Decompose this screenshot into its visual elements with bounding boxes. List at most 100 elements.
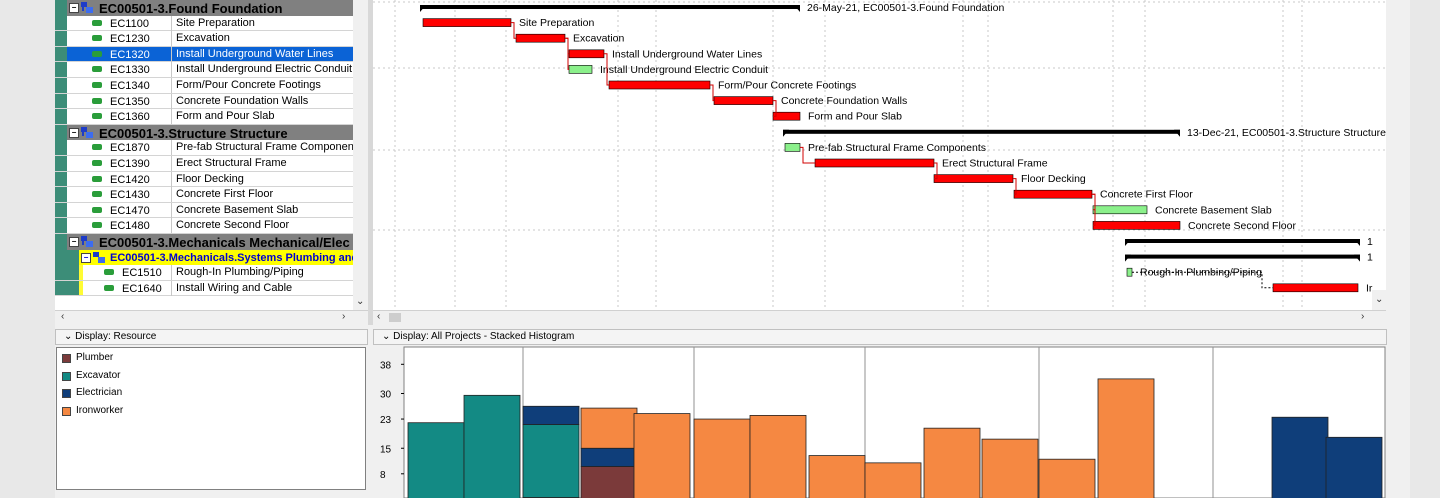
resource-pane: ⌄ Display: Resource Plumber Excavator Elec… <box>55 329 368 498</box>
histogram-bar <box>463 394 521 498</box>
activity-row[interactable]: EC1360 Form and Pour Slab <box>55 109 367 125</box>
wbs-level-strip <box>55 202 67 218</box>
wbs-level-strip <box>55 0 67 16</box>
collapse-icon[interactable]: − <box>69 237 79 247</box>
wbs-level-strip <box>55 62 67 77</box>
activity-row[interactable]: EC1350 Concrete Foundation Walls <box>55 93 367 110</box>
activity-id: EC1100 <box>110 17 149 30</box>
gantt-horizontal-scrollbar[interactable]: ‹ › <box>373 310 1386 325</box>
activity-row[interactable]: EC1330 Install Underground Electric Condu… <box>55 62 367 78</box>
activity-id: EC1420 <box>110 173 150 186</box>
activity-id: EC1330 <box>110 64 150 77</box>
activity-row[interactable]: EC1640 Install Wiring and Cable <box>55 280 367 297</box>
relationship-line <box>604 53 609 86</box>
wbs-level-strip <box>55 280 67 296</box>
activity-bar-icon <box>92 222 102 229</box>
scroll-thumb[interactable] <box>389 313 401 322</box>
relationship-line <box>800 146 815 164</box>
relationship-line <box>511 22 516 39</box>
chevron-left-icon[interactable]: ‹ <box>61 311 65 322</box>
resource-name: Electrician <box>76 387 123 398</box>
activity-row[interactable]: EC1340 Form/Pour Concrete Footings <box>55 78 367 94</box>
gantt-vertical-scrollbar[interactable]: ⌄ <box>1372 290 1386 310</box>
activity-id: EC1390 <box>110 158 150 170</box>
wbs-label: EC00501-3.Mechanicals Mechanical/Elec <box>99 235 350 250</box>
wbs-label: EC00501-3.Mechanicals.Systems Plumbing a… <box>110 251 359 264</box>
wbs-level-strip <box>67 265 79 280</box>
histogram-bar <box>981 438 1039 498</box>
activity-bar <box>1013 189 1093 199</box>
chevron-down-icon[interactable]: ⌄ <box>356 296 365 307</box>
chevron-right-icon[interactable]: › <box>1361 311 1365 322</box>
activity-row[interactable]: EC1100 Site Preparation <box>55 15 367 32</box>
activity-bar <box>1092 205 1148 215</box>
histogram-bar <box>1271 416 1329 498</box>
wbs-level-strip <box>55 234 67 250</box>
table-horizontal-scrollbar[interactable]: ‹ › <box>55 310 368 325</box>
activity-bar-icon <box>92 66 102 73</box>
wbs-row[interactable]: − EC00501-3.Mechanicals Mechanical/Elec <box>55 234 367 250</box>
wbs-level-strip <box>55 31 67 46</box>
summary-bar-cap <box>1125 254 1131 262</box>
gantt-chart[interactable]: 26-May-21, EC00501-3.Found Foundation 13-… <box>373 0 1386 310</box>
chevron-down-icon: ⌄ <box>64 331 76 342</box>
histogram-bar <box>749 415 807 498</box>
histogram-bar <box>407 422 465 498</box>
summary-bar-cap <box>1354 239 1360 246</box>
activity-bar <box>1126 267 1133 277</box>
wbs-row[interactable]: − EC00501-3.Found Foundation <box>55 0 367 16</box>
activity-bar <box>568 49 605 59</box>
wbs-level-strip <box>67 249 79 266</box>
collapse-icon[interactable]: − <box>69 127 79 138</box>
activity-row[interactable]: EC1420 Floor Decking <box>55 171 367 188</box>
activity-row[interactable]: EC1510 Rough-In Plumbing/Piping <box>55 265 367 281</box>
activity-row-selected[interactable]: EC1320 Install Underground Water Lines <box>55 46 367 63</box>
histogram-bar <box>522 405 580 425</box>
resource-pane-header[interactable]: ⌄ Display: Resource <box>55 329 368 345</box>
summary-bar-cap <box>420 5 426 12</box>
activity-bar-label: Concrete Basement Slab <box>1155 204 1272 216</box>
left-margin <box>0 0 55 498</box>
wbs-level-strip <box>55 249 67 266</box>
wbs-icon <box>81 236 93 247</box>
histogram-pane-header[interactable]: ⌄ Display: All Projects - Stacked Histog… <box>373 329 1387 345</box>
activity-row[interactable]: EC1470 Concrete Basement Slab <box>55 202 367 219</box>
wbs-row[interactable]: − EC00501-3.Structure Structure <box>55 124 367 141</box>
chevron-right-icon[interactable]: › <box>342 311 346 322</box>
activity-row[interactable]: EC1430 Concrete First Floor <box>55 187 367 203</box>
table-vertical-scrollbar[interactable]: ⌄ <box>353 0 367 310</box>
activity-name: Install Underground Electric Conduit <box>171 62 366 78</box>
activity-table[interactable]: − EC00501-3.Found Foundation EC1100 Site Pr… <box>55 0 367 310</box>
collapse-icon[interactable]: − <box>81 252 91 263</box>
summary-bar-label: 13-Dec-21, EC00501-3.Structure Structure <box>1187 127 1386 139</box>
resource-list[interactable]: Plumber Excavator Electrician Ironworker <box>56 347 366 490</box>
activity-row[interactable]: EC1870 Pre-fab Structural Frame Component… <box>55 140 367 156</box>
activity-row[interactable]: EC1230 Excavation <box>55 31 367 47</box>
activity-bar-icon <box>92 144 102 151</box>
wbs-level-strip <box>55 109 67 124</box>
histogram-bar <box>923 427 981 498</box>
activity-bar <box>933 174 1014 183</box>
activity-name: Install Underground Water Lines <box>171 46 366 62</box>
activity-bar <box>713 96 774 105</box>
wbs-level-strip <box>55 93 67 109</box>
collapse-icon[interactable]: − <box>69 3 79 13</box>
histogram-pane: ⌄ Display: All Projects - Stacked Histog… <box>373 329 1387 498</box>
activity-id: EC1640 <box>122 282 162 295</box>
wbs-level-strip <box>55 124 67 141</box>
wbs-icon <box>81 2 93 13</box>
chevron-left-icon[interactable]: ‹ <box>377 311 381 322</box>
activity-bar-label: Install Underground Electric Conduit <box>600 64 768 76</box>
chevron-down-icon[interactable]: ⌄ <box>1375 294 1384 305</box>
activity-bar-icon <box>92 160 102 166</box>
activity-row[interactable]: EC1480 Concrete Second Floor <box>55 218 367 234</box>
activity-id: EC1360 <box>110 111 150 124</box>
y-tick-label: 38 <box>380 360 392 371</box>
vertical-splitter[interactable] <box>368 0 373 325</box>
wbs-row[interactable]: − EC00501-3.Mechanicals.Systems Plumbing … <box>55 249 367 266</box>
activity-id: EC1350 <box>110 95 150 108</box>
wbs-icon <box>93 251 105 263</box>
activity-row[interactable]: EC1390 Erect Structural Frame <box>55 156 367 172</box>
activity-bar <box>814 158 935 168</box>
y-tick-label: 30 <box>380 390 392 401</box>
